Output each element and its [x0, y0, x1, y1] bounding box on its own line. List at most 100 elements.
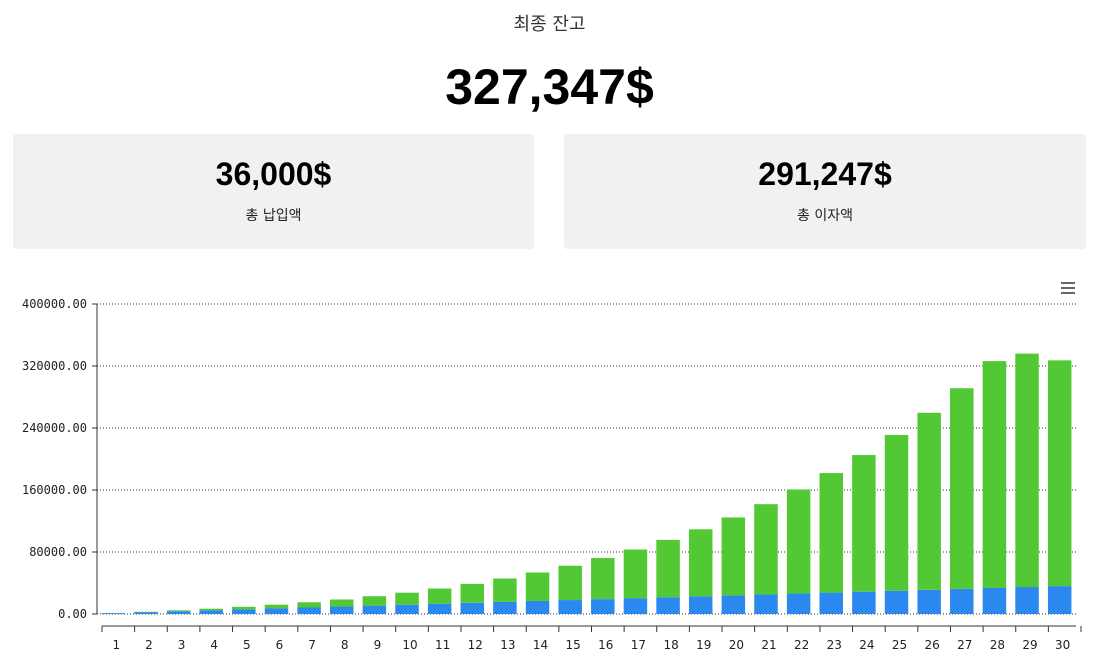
y-tick-label: 240000.00	[22, 421, 87, 435]
interest-bar	[754, 504, 778, 595]
paid-bar	[721, 595, 746, 614]
interest-bar	[623, 549, 648, 599]
x-tick-label: 28	[990, 638, 1005, 652]
paid-bar	[786, 593, 811, 614]
interest-bar	[525, 572, 550, 601]
paid-bar	[1015, 587, 1039, 614]
x-tick-label: 24	[859, 638, 874, 652]
interest-bar	[264, 604, 289, 609]
interest-bar	[166, 610, 191, 612]
header-title: 최종 잔고	[513, 14, 586, 35]
paid-bar	[917, 589, 941, 614]
paid-bar	[460, 602, 485, 614]
x-tick-label: 30	[1055, 638, 1070, 652]
x-tick-label: 6	[276, 638, 284, 652]
paid-bar	[884, 590, 909, 614]
y-tick-label: 80000.00	[29, 545, 87, 559]
x-tick-label: 11	[435, 638, 450, 652]
x-tick-label: 18	[663, 638, 678, 652]
paid-bar	[297, 607, 321, 614]
interest-bar	[656, 539, 680, 598]
paid-bar	[525, 600, 550, 614]
interest-bar	[427, 588, 452, 604]
interest-bar	[460, 583, 485, 603]
final-balance: 327,347$	[445, 59, 654, 115]
paid-bar	[819, 592, 843, 614]
x-tick-label: 16	[598, 638, 613, 652]
paid-bar	[264, 608, 289, 614]
paid-bar	[493, 601, 517, 614]
menu-line	[1061, 282, 1075, 284]
total-paid-card: 36,000$ 총 납입액	[13, 134, 534, 249]
interest-bar	[819, 473, 843, 593]
interest-bar	[884, 434, 909, 591]
interest-bar	[199, 608, 223, 611]
x-tick-label: 26	[925, 638, 940, 652]
paid-bar	[982, 587, 1007, 614]
interest-bar	[1015, 353, 1039, 588]
x-tick-label: 9	[374, 638, 382, 652]
paid-bar	[134, 612, 158, 614]
x-tick-label: 13	[500, 638, 515, 652]
paid-bar	[950, 588, 974, 614]
interest-bar	[297, 602, 321, 608]
paid-bar	[199, 610, 223, 614]
interest-bar	[493, 578, 517, 602]
x-tick-label: 15	[566, 638, 581, 652]
x-tick-label: 5	[243, 638, 251, 652]
x-tick-label: 10	[402, 638, 417, 652]
x-tick-label: 7	[308, 638, 316, 652]
y-tick-label: 160000.00	[22, 483, 87, 497]
paid-bar	[558, 600, 582, 614]
y-tick-label: 400000.00	[22, 297, 87, 311]
x-tick-label: 4	[210, 638, 218, 652]
interest-bar	[917, 412, 941, 590]
x-tick-label: 12	[468, 638, 483, 652]
paid-bar	[591, 599, 615, 614]
x-tick-label: 20	[729, 638, 744, 652]
interest-bar	[786, 489, 811, 594]
x-tick-label: 21	[761, 638, 776, 652]
interest-bar	[721, 517, 746, 596]
x-tick-label: 8	[341, 638, 349, 652]
interest-bar	[591, 558, 615, 600]
paid-bar	[852, 591, 876, 614]
paid-bar	[656, 597, 680, 614]
x-tick-label: 22	[794, 638, 809, 652]
paid-bar	[101, 613, 126, 614]
total-interest-value: 291,247$	[758, 156, 892, 192]
interest-bar	[395, 592, 419, 605]
interest-bar	[852, 455, 876, 592]
paid-bar	[754, 594, 778, 614]
interest-bar	[558, 565, 582, 601]
interest-bar	[330, 599, 354, 607]
x-tick-label: 27	[957, 638, 972, 652]
paid-bar	[362, 605, 387, 614]
x-tick-label: 1	[112, 638, 120, 652]
menu-line	[1061, 292, 1075, 294]
paid-bar	[166, 611, 191, 614]
y-tick-label: 320000.00	[22, 359, 87, 373]
interest-bar	[1047, 360, 1072, 587]
paid-bar	[427, 603, 452, 614]
paid-bar	[330, 606, 354, 614]
x-tick-label: 2	[145, 638, 153, 652]
total-interest-card: 291,247$ 총 이자액	[564, 134, 1086, 249]
interest-bar	[950, 388, 974, 589]
x-tick-label: 17	[631, 638, 646, 652]
total-paid-value: 36,000$	[215, 156, 332, 192]
x-tick-label: 3	[178, 638, 186, 652]
x-tick-label: 25	[892, 638, 907, 652]
interest-bar	[232, 606, 256, 610]
paid-bar	[623, 598, 648, 614]
total-interest-label: 총 이자액	[797, 208, 853, 224]
y-tick-label: 0.00	[58, 607, 87, 621]
paid-bar	[1047, 586, 1072, 614]
x-tick-label: 14	[533, 638, 548, 652]
hamburger-menu-icon[interactable]	[1058, 280, 1078, 296]
interest-bar	[688, 529, 713, 597]
paid-bar	[232, 609, 256, 614]
interest-bar	[362, 596, 387, 606]
interest-bar	[982, 361, 1007, 588]
